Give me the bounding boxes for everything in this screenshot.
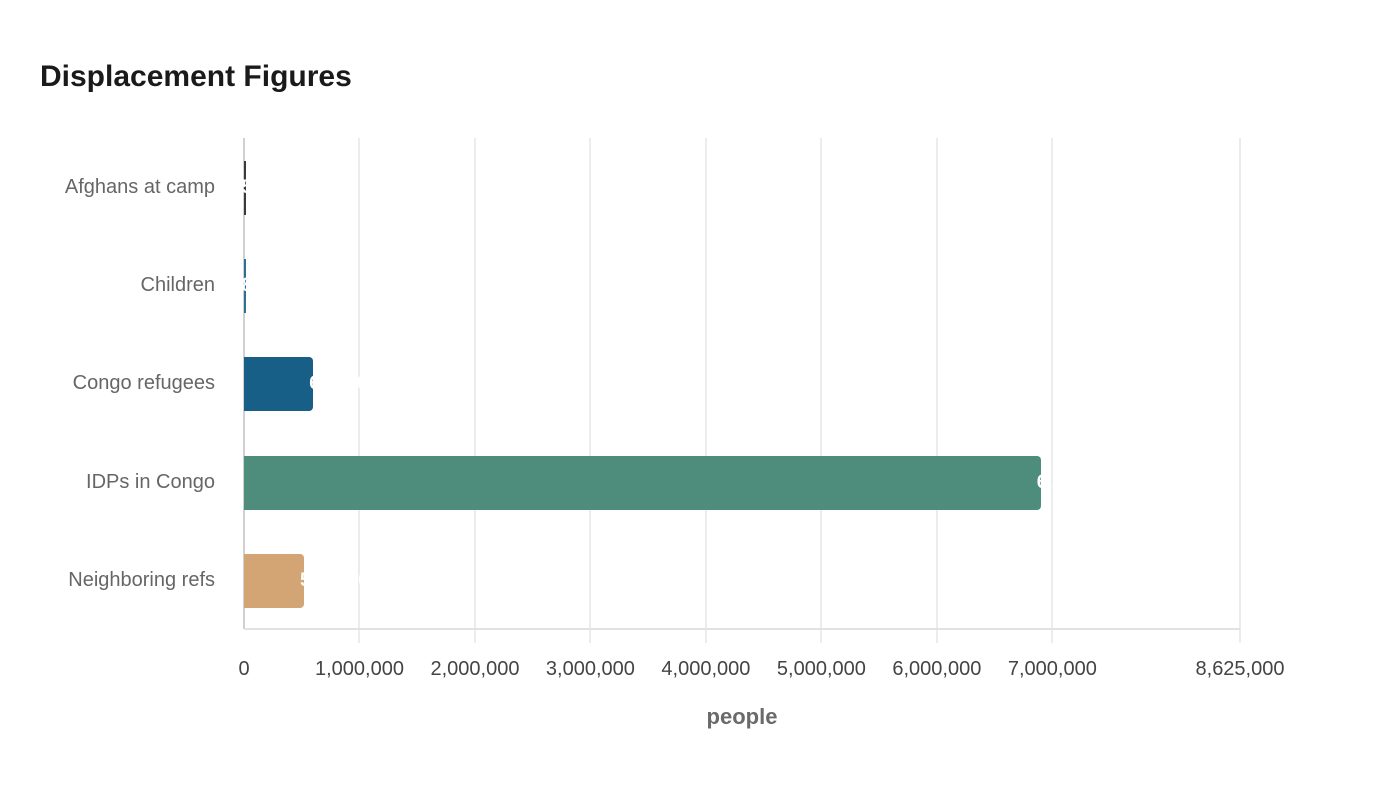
category-label: Afghans at camp [64,176,215,198]
x-tick-label: 7,000,000 [1007,658,1097,680]
x-tick-label: 0 [238,658,250,680]
plot-area: 5,000 8,000 600,000 6,900,000 520,000 [241,138,1241,643]
x-tick-label: 6,000,000 [892,658,982,680]
x-tick-label: 3,000,000 [545,658,635,680]
bar-value-label: 6,900,000 [1036,471,1122,493]
bar-value-label: 8,000 [241,275,290,297]
bar[interactable] [244,553,305,608]
x-tick-label: 5,000,000 [776,658,866,680]
category-label: Neighboring refs [68,568,215,591]
gridline [1239,138,1241,643]
category-label: Congo refugees [72,372,215,395]
x-tick-label: 8,625,000 [1195,658,1285,680]
gridline [820,138,823,643]
chart-title: Displacement Figures [40,60,352,93]
bar[interactable] [244,455,1041,510]
bar-value-label: 520,000 [300,569,369,591]
bar-value-label: 600,000 [309,373,378,395]
bar-value-label: 5,000 [241,177,290,198]
gridline [935,138,938,643]
gridline [358,138,361,643]
category-label: Children [140,274,215,297]
x-axis-label: people [706,704,778,729]
gridline [473,138,476,643]
category-label: IDPs in Congo [86,470,215,493]
x-tick-label: 1,000,000 [314,658,404,680]
x-tick-label: 4,000,000 [661,658,751,680]
gridline [589,138,592,643]
gridline [1051,138,1054,643]
x-axis-line [244,628,1240,630]
bar[interactable] [244,161,246,215]
x-tick-label: 2,000,000 [430,658,520,680]
gridline [704,138,707,643]
bar[interactable] [244,357,314,412]
bar[interactable] [244,259,246,314]
